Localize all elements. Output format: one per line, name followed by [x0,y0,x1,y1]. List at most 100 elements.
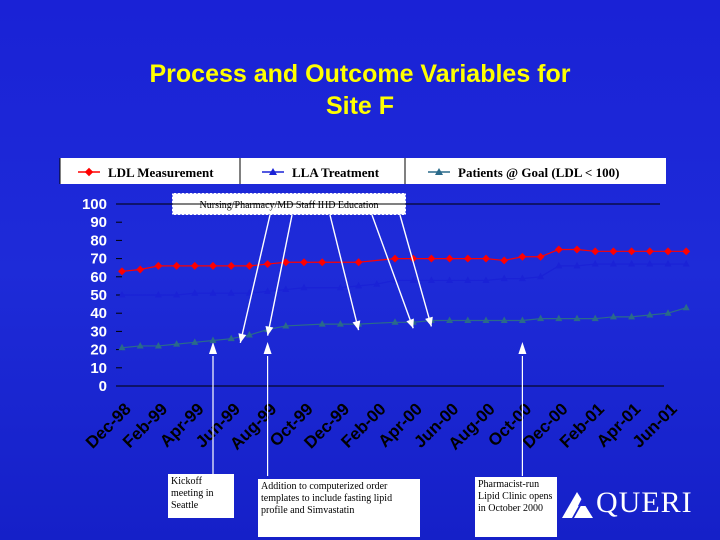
data-point [591,314,599,322]
data-point [518,252,527,261]
kickoff-annotation: Kickoff meeting in Seattle [168,474,234,518]
data-point [464,316,472,323]
data-point [646,260,654,267]
y-tick-label: 20 [90,342,107,359]
legend-swatch-marker [435,168,443,175]
data-point [136,265,145,274]
education-arrowhead [352,320,361,331]
data-point [482,276,490,283]
data-point [627,247,636,256]
legend-label: LDL Measurement [108,165,214,180]
data-point [336,283,344,291]
y-tick-label: 40 [90,305,107,322]
data-point [628,260,636,267]
data-point [227,261,236,270]
data-point [172,261,181,270]
data-point [318,320,326,327]
data-point [645,247,654,256]
y-tick-label: 80 [90,232,107,249]
education-arrow [239,214,271,344]
data-point [173,291,181,298]
data-point [664,247,672,256]
education-arrow [371,214,414,329]
data-point [664,309,672,316]
education-arrowhead [425,316,433,327]
data-point [609,260,617,267]
queri-logo: QUERI [560,486,692,520]
data-point [554,245,563,254]
data-point [227,289,235,296]
order-templates-annotation: Addition to computerized order templates… [258,479,420,537]
event-marker-arrowhead [209,342,217,354]
data-point [682,247,691,256]
data-point [445,254,454,263]
y-tick-label: 90 [90,214,107,231]
data-point [154,291,162,298]
data-point [555,314,563,322]
data-point [318,258,327,267]
series-line-1 [122,263,687,296]
data-point [591,247,600,256]
slide-title-line2: Site F [325,92,395,120]
legend-swatch-marker [84,167,94,177]
legend-swatch-marker [269,168,277,175]
data-point [682,260,690,267]
series-line-2 [121,307,687,349]
data-point [191,289,199,296]
data-point [609,247,618,256]
queri-logo-mark [562,492,593,518]
education-arrow [399,214,433,327]
data-point [427,254,436,263]
data-point [300,283,308,291]
data-point [209,289,217,296]
legend [60,158,666,184]
data-point [354,258,363,267]
data-point [154,261,163,270]
data-point [591,260,599,267]
data-point [536,252,545,261]
data-point [245,261,254,270]
education-annotation: Nursing/Pharmacy/MD Staff IHD Education [200,200,379,211]
data-point [245,331,253,338]
y-tick-label: 50 [90,287,107,304]
data-point [136,341,144,349]
data-point [373,280,381,287]
data-point [118,267,126,276]
lipid-clinic-annotation: Pharmacist-run Lipid Clinic opens in Oct… [475,477,557,537]
data-point [482,254,490,263]
data-point [118,343,126,351]
data-point [446,276,454,283]
data-point [518,316,526,323]
y-tick-label: 0 [99,378,107,395]
data-point [573,261,581,269]
data-point [500,274,508,282]
data-point [209,261,217,270]
data-point [682,303,690,311]
data-point [609,312,617,320]
legend-label: Patients @ Goal (LDL < 100) [458,165,619,180]
education-arrow [329,214,360,331]
data-point [336,320,344,327]
education-arrowhead [238,333,247,343]
data-point [355,281,363,289]
data-point [264,287,272,294]
slide-title-line1: Process and Outcome Variables for [149,60,571,88]
data-point [427,276,435,283]
data-point [555,261,563,269]
education-arrowhead [265,325,274,336]
data-point [446,316,454,323]
data-point [173,340,181,347]
data-point [282,285,290,293]
data-point [263,260,272,269]
education-arrow [266,214,293,336]
data-point [518,274,526,282]
data-point [482,316,490,323]
data-point [118,291,126,298]
data-point [190,261,199,270]
series-line-0 [121,248,687,272]
event-marker-arrowhead [263,342,272,354]
data-point [154,341,162,349]
education-arrowhead [406,318,414,329]
data-point [500,256,509,265]
